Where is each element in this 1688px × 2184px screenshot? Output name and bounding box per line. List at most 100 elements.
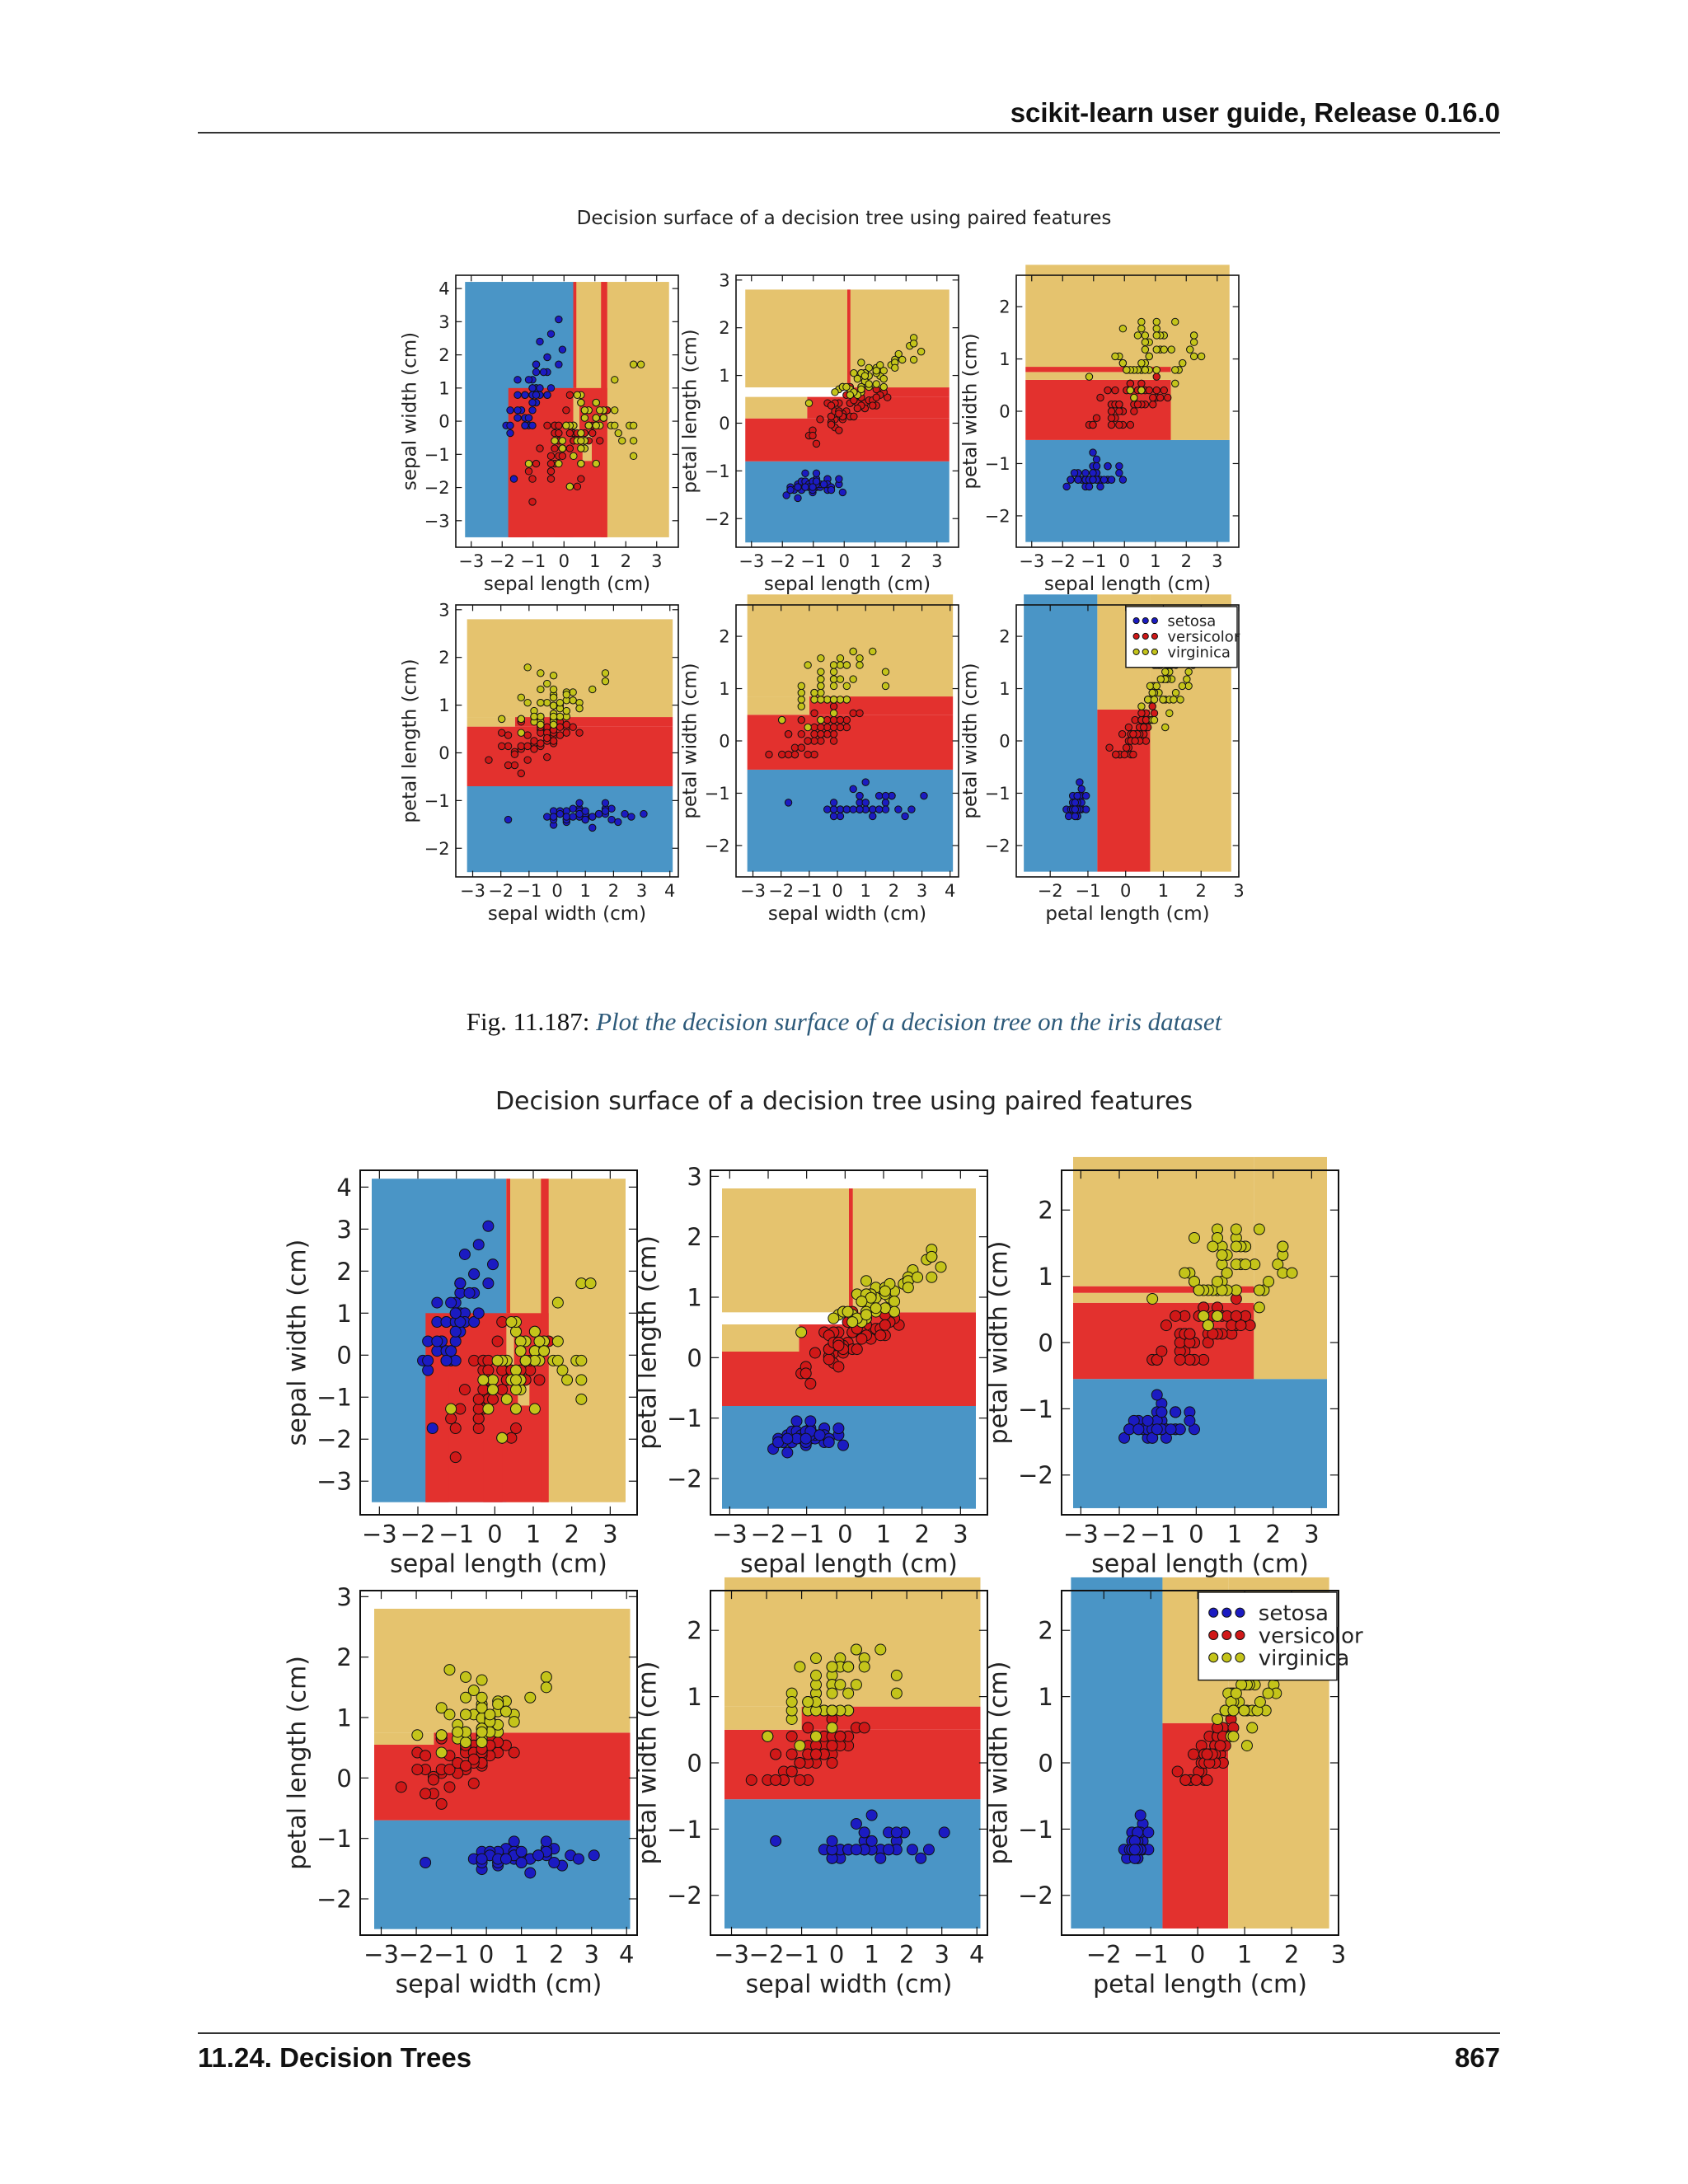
decision-region (425, 1376, 449, 1502)
data-point-setosa (539, 368, 548, 377)
data-point-versicolor (1152, 373, 1160, 381)
data-point-virginica (869, 647, 877, 656)
data-point-setosa (812, 469, 821, 477)
data-point-virginica (537, 720, 545, 729)
data-point-virginica (551, 1296, 564, 1309)
x-tick-label: −1 (438, 1520, 474, 1548)
data-point-virginica (1184, 668, 1193, 676)
y-tick-label: 1 (438, 696, 449, 715)
data-point-virginica (846, 391, 855, 400)
y-tick-label: −1 (985, 784, 1010, 804)
data-point-virginica (592, 414, 600, 422)
data-point-setosa (509, 475, 518, 483)
y-tick-label: 0 (438, 412, 449, 432)
x-tick-label: −1 (796, 881, 822, 901)
data-point-setosa (640, 809, 648, 818)
data-point-setosa (922, 1844, 935, 1856)
data-point-virginica (856, 1296, 868, 1308)
x-axis-label: petal length (cm) (1045, 903, 1209, 925)
data-point-versicolor (549, 737, 558, 745)
data-point-versicolor (460, 1760, 472, 1772)
data-point-versicolor (504, 761, 513, 770)
decision-region (467, 717, 515, 727)
x-tick-label: 3 (1233, 881, 1244, 901)
data-point-virginica (514, 1335, 527, 1347)
data-point-setosa (515, 1857, 528, 1868)
data-point-setosa (906, 1844, 918, 1856)
y-tick-label: 1 (336, 1300, 351, 1328)
data-point-setosa (601, 799, 610, 807)
data-point-versicolor (491, 1335, 504, 1347)
y-tick-label: −2 (705, 509, 730, 529)
legend-marker (1221, 1652, 1232, 1663)
data-point-versicolor (1156, 393, 1165, 402)
data-point-setosa (861, 778, 870, 786)
data-point-setosa (540, 1835, 552, 1848)
data-point-virginica (1137, 386, 1146, 395)
data-point-virginica (1085, 373, 1094, 381)
data-point-versicolor (884, 393, 892, 401)
data-point-versicolor (504, 731, 513, 739)
data-point-versicolor (1170, 1310, 1182, 1322)
decision-region (722, 1406, 976, 1509)
data-point-versicolor (1131, 715, 1139, 724)
y-tick-label: −1 (985, 454, 1010, 474)
data-point-setosa (543, 391, 551, 399)
data-point-virginica (785, 1696, 798, 1708)
data-point-setosa (513, 391, 522, 399)
data-point-versicolor (823, 1353, 835, 1366)
data-point-virginica (510, 1384, 522, 1396)
data-point-setosa (1142, 1826, 1155, 1839)
y-tick-label: −2 (1018, 1882, 1053, 1910)
y-axis-label: sepal width (cm) (400, 332, 421, 490)
data-point-versicolor (829, 723, 838, 732)
data-point-setosa (938, 1826, 950, 1839)
data-point-virginica (909, 340, 918, 348)
data-point-setosa (804, 1415, 817, 1427)
x-axis-label: sepal length (cm) (484, 574, 650, 595)
data-point-virginica (528, 1325, 541, 1338)
data-point-versicolor (827, 412, 836, 421)
data-point-virginica (549, 712, 558, 721)
legend-marker (1151, 632, 1158, 640)
decision-region (849, 1188, 853, 1313)
caption-prefix: Fig. 11.187: (466, 1007, 597, 1036)
x-tick-label: 2 (914, 1520, 929, 1548)
data-point-versicolor (770, 1774, 782, 1786)
decision-region (1025, 367, 1171, 373)
data-point-virginica (636, 360, 645, 368)
caption-link[interactable]: Plot the decision surface of a decision … (596, 1007, 1222, 1036)
data-point-versicolor (1179, 1774, 1192, 1786)
data-point-setosa (532, 1849, 545, 1862)
data-point-setosa (1085, 482, 1094, 491)
data-point-setosa (468, 1268, 481, 1280)
data-point-virginica (860, 372, 870, 380)
data-point-setosa (532, 368, 541, 377)
data-point-setosa (881, 805, 890, 813)
data-point-versicolor (467, 1777, 480, 1789)
data-point-virginica (1144, 696, 1152, 704)
data-point-virginica (853, 374, 862, 383)
data-point-versicolor (851, 1343, 863, 1356)
y-tick-label: 2 (336, 1258, 351, 1286)
data-point-versicolor (533, 1374, 546, 1386)
legend-label: virginica (1259, 1647, 1350, 1671)
y-tick-label: −1 (667, 1404, 702, 1432)
data-point-virginica (537, 669, 545, 677)
x-tick-label: −2 (768, 881, 794, 901)
data-point-versicolor (827, 401, 836, 410)
data-point-virginica (1160, 345, 1168, 354)
data-point-setosa (858, 1826, 870, 1839)
data-point-setosa (581, 815, 589, 824)
data-point-versicolor (826, 1757, 838, 1769)
data-point-setosa (865, 1835, 878, 1847)
data-point-versicolor (853, 404, 862, 413)
data-point-versicolor (528, 498, 537, 506)
data-point-virginica (1111, 352, 1119, 361)
data-point-versicolor (817, 730, 825, 738)
data-point-setosa (572, 1853, 584, 1865)
data-point-virginica (842, 661, 851, 669)
axes-frame (735, 274, 959, 548)
data-point-setosa (499, 1853, 512, 1865)
